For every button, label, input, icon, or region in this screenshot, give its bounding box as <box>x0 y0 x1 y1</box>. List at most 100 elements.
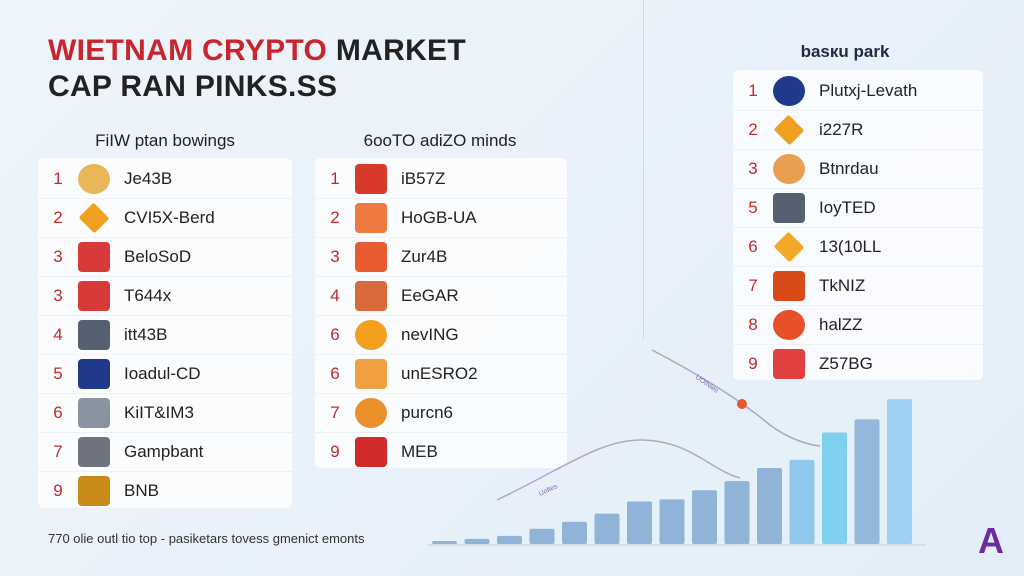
coin-name: purcn6 <box>401 403 453 422</box>
rank-number: 3 <box>53 247 63 266</box>
coin-name: 13(10LL <box>819 237 882 256</box>
coin-name: EeGAR <box>401 286 459 305</box>
chart-bar <box>724 481 750 544</box>
list-item[interactable]: 6 nevING <box>315 316 567 355</box>
rank-number: 6 <box>330 325 340 344</box>
gold-coin-icon <box>78 164 110 194</box>
coin-name: Plutxj-Levath <box>819 81 918 100</box>
coin-name: MEB <box>401 442 438 461</box>
list-item[interactable]: 5 IoyTED <box>733 189 983 228</box>
list-item[interactable]: 6 KiIT&IM3 <box>38 394 292 433</box>
coin-name: unESRO2 <box>401 364 478 383</box>
list-item[interactable]: 6 13(10LL <box>733 228 983 267</box>
trend-curve-upper <box>651 349 821 447</box>
list-item[interactable]: 9 MEB <box>315 433 567 472</box>
red-m-icon <box>773 349 805 379</box>
list-item[interactable]: 9 Z57BG <box>733 345 983 384</box>
coin-name: TkNIZ <box>819 276 866 295</box>
middle-heading: 6ooTO adiZO minds <box>363 131 517 150</box>
rank-number: 9 <box>748 354 758 373</box>
coin-name: Z57BG <box>819 354 873 373</box>
gray-shield-icon <box>78 437 110 467</box>
rank-number: 6 <box>53 403 63 422</box>
divider <box>643 0 644 340</box>
chart-bar <box>887 399 912 544</box>
rank-number: 3 <box>53 286 63 305</box>
rank-number: 1 <box>53 169 63 188</box>
rank-number: 4 <box>330 286 340 305</box>
coin-name: BNB <box>124 481 159 500</box>
curve-label-upper: UOtNies <box>694 374 720 395</box>
bitcoin-icon <box>355 320 387 350</box>
list-item[interactable]: 6 unESRO2 <box>315 355 567 394</box>
list-item[interactable]: 2 HoGB-UA <box>315 199 567 238</box>
curve-label-lower: Uoltes <box>538 483 559 498</box>
orange-circle-icon <box>773 310 805 340</box>
coin-name: nevING <box>401 325 459 344</box>
blue-circle-icon <box>773 76 805 106</box>
list-item[interactable]: 1 Plutxj-Levath <box>733 72 983 111</box>
coin-name: HoGB-UA <box>401 208 477 227</box>
orange-building-icon <box>355 203 387 233</box>
orange-pill-icon <box>355 359 387 389</box>
page-title: WIETNAM CRYPTO MARKET CAP RAN PINKS.SS <box>48 33 466 105</box>
list-item[interactable]: 7 purcn6 <box>315 394 567 433</box>
coin-name: Btnrdau <box>819 159 879 178</box>
bnb-badge-icon <box>78 476 110 506</box>
list-item[interactable]: 7 Gampbant <box>38 433 292 472</box>
chart-bar <box>757 468 782 544</box>
list-item[interactable]: 3 T644x <box>38 277 292 316</box>
list-item[interactable]: 4 EeGAR <box>315 277 567 316</box>
list-item[interactable]: 9 BNB <box>38 472 292 511</box>
left-ranking-list: 1 Je43B 2 CVI5X-Berd 3 BeloSoD 3 T644x 4 itt43B 5 I… <box>38 158 292 511</box>
chart-bar <box>562 521 587 544</box>
rank-number: 7 <box>330 403 340 422</box>
list-item[interactable]: 3 Btnrdau <box>733 150 983 189</box>
brand-logo: A <box>978 520 1004 561</box>
chart-bar <box>854 419 880 544</box>
coin-name: Zur4B <box>401 247 448 266</box>
coin-name: BeloSoD <box>124 247 192 266</box>
rank-number: 5 <box>748 198 758 217</box>
highlight-dot <box>737 399 747 409</box>
rank-number: 7 <box>53 442 63 461</box>
list-item[interactable]: 2 CVI5X-Berd <box>38 199 292 238</box>
right-heading: basкu park <box>800 42 890 61</box>
red-shield-icon <box>78 281 110 311</box>
list-item[interactable]: 5 Ioadul-CD <box>38 355 292 394</box>
list-item[interactable]: 2 i227R <box>733 111 983 150</box>
list-item[interactable]: 7 TkNIZ <box>733 267 983 306</box>
red-one-icon <box>773 271 805 301</box>
title-line2: CAP RAN PINKS.SS <box>48 70 338 103</box>
rank-number: 2 <box>748 120 758 139</box>
chart-bar <box>497 535 522 544</box>
coin-name: itt43B <box>124 325 168 344</box>
list-item[interactable]: 3 BeloSoD <box>38 238 292 277</box>
red-flag-icon <box>355 437 387 467</box>
rank-number: 9 <box>53 481 63 500</box>
chart-bar <box>627 501 652 544</box>
chart-bar <box>659 499 685 544</box>
red-m-icon <box>355 164 387 194</box>
list-item[interactable]: 1 iB57Z <box>315 160 567 199</box>
rank-number: 3 <box>748 159 758 178</box>
list-item[interactable]: 4 itt43B <box>38 316 292 355</box>
list-item[interactable]: 8 halZZ <box>733 306 983 345</box>
title-red: WIETNAM CRYPTO <box>48 34 328 67</box>
coin-name: halZZ <box>819 315 863 334</box>
fox-icon <box>773 193 805 223</box>
middle-ranking-list: 1 iB57Z 2 HoGB-UA 3 Zur4B 4 EeGAR 6 nevING 6 unESRO… <box>315 158 567 472</box>
orange-token-icon <box>355 398 387 428</box>
list-item[interactable]: 1 Je43B <box>38 160 292 199</box>
list-item[interactable]: 3 Zur4B <box>315 238 567 277</box>
coin-name: iB57Z <box>401 169 446 188</box>
rank-number: 1 <box>330 169 340 188</box>
rank-number: 9 <box>330 442 340 461</box>
title-black: MARKET <box>335 34 466 67</box>
coin-name: CVI5X-Berd <box>124 208 215 227</box>
rank-number: 4 <box>53 325 63 344</box>
rank-number: 6 <box>748 237 758 256</box>
coin-name: i227R <box>819 120 864 139</box>
orange-shield-icon <box>355 242 387 272</box>
rank-number: 1 <box>748 81 758 100</box>
